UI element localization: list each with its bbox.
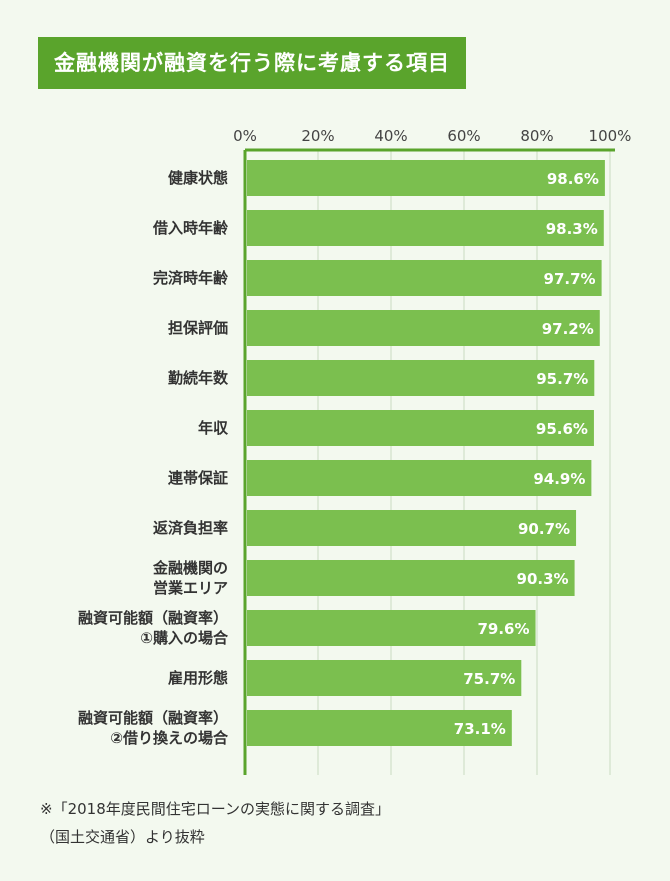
- bar: [247, 510, 577, 546]
- category-label: 融資可能額（融資率）: [78, 609, 228, 627]
- bar: [247, 210, 604, 246]
- bar: [247, 460, 592, 496]
- category-label: 借入時年齢: [152, 219, 229, 237]
- x-tick-label: 0%: [233, 127, 257, 145]
- bar-value-label: 98.6%: [547, 170, 599, 188]
- bar-value-label: 75.7%: [463, 670, 515, 688]
- bar: [247, 610, 536, 646]
- bar: [247, 260, 602, 296]
- bar: [247, 160, 605, 196]
- bar: [247, 710, 512, 746]
- category-label: 金融機関の: [152, 559, 228, 577]
- bar: [247, 560, 575, 596]
- category-label: 融資可能額（融資率）: [78, 709, 228, 727]
- chart-title: 金融機関が融資を行う際に考慮する項目: [38, 37, 466, 89]
- bar: [247, 660, 522, 696]
- category-label: 担保評価: [168, 319, 228, 337]
- category-label: 連帯保証: [168, 469, 228, 487]
- source-note-line-1: ※「2018年度民間住宅ローンの実態に関する調査」: [40, 800, 390, 818]
- bar-value-label: 97.2%: [542, 320, 594, 338]
- bar: [247, 360, 595, 396]
- x-tick-label: 100%: [589, 127, 632, 145]
- x-tick-label: 20%: [301, 127, 334, 145]
- bar-value-label: 79.6%: [477, 620, 529, 638]
- source-note: ※「2018年度民間住宅ローンの実態に関する調査」 （国土交通省）より抜粋: [40, 795, 390, 851]
- x-tick-label: 60%: [447, 127, 480, 145]
- bar-value-label: 95.7%: [536, 370, 588, 388]
- bar: [247, 310, 600, 346]
- category-label: 健康状態: [168, 169, 228, 187]
- source-note-line-2: （国土交通省）より抜粋: [40, 828, 205, 846]
- bar-value-label: 95.6%: [536, 420, 588, 438]
- category-label: ②借り換えの場合: [110, 729, 229, 747]
- x-tick-label: 80%: [520, 127, 553, 145]
- category-label: 勤続年数: [168, 369, 229, 387]
- bar-value-label: 98.3%: [546, 220, 598, 238]
- category-label: 返済負担率: [153, 519, 228, 537]
- bar-value-label: 97.7%: [544, 270, 596, 288]
- category-label: ①購入の場合: [140, 629, 229, 647]
- bar-chart: 0% 20% 40% 60% 80% 100% 98.6% 健康状態 98.3% 借入時年齢 97.…: [78, 127, 632, 775]
- category-label: 年収: [198, 419, 229, 437]
- bar-value-label: 73.1%: [454, 720, 506, 738]
- category-label: 雇用形態: [168, 669, 228, 687]
- bar: [247, 410, 594, 446]
- category-label: 営業エリア: [153, 579, 228, 597]
- bar-value-label: 90.7%: [518, 520, 570, 538]
- bar-value-label: 90.3%: [517, 570, 569, 588]
- x-tick-label: 40%: [374, 127, 407, 145]
- bar-value-label: 94.9%: [533, 470, 585, 488]
- category-label: 完済時年齢: [153, 269, 229, 287]
